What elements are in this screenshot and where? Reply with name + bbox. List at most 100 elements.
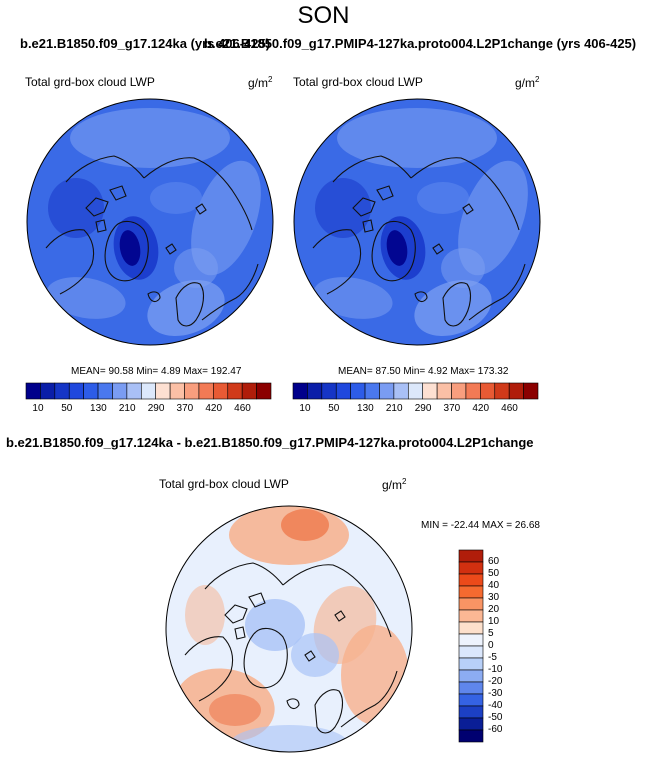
- left-colorbar-box: [227, 382, 243, 400]
- diff-colorbar-box: [458, 549, 484, 563]
- right-colorbar-label: 370: [443, 403, 461, 414]
- diff-colorbar-box: [458, 621, 484, 635]
- coastline: [352, 185, 394, 233]
- left-colorbar-box: [83, 382, 99, 400]
- diff-colorbar-box: [458, 681, 484, 695]
- right-colorbar-label: 420: [472, 403, 490, 414]
- right-colorbar: [292, 382, 539, 400]
- right-colorbar-label: 210: [385, 403, 403, 414]
- diff-colorbar-label: -60: [488, 724, 503, 735]
- left-colorbar-box: [112, 382, 128, 400]
- coastline: [204, 562, 284, 590]
- coastline: [184, 636, 234, 702]
- left-colorbar-label: 210: [118, 403, 136, 414]
- diff-colorbar-label: 40: [488, 580, 500, 591]
- left-stats: MEAN= 90.58 Min= 4.89 Max= 192.47: [71, 366, 242, 377]
- diff-stats: MIN = -22.44 MAX = 26.68: [421, 520, 540, 531]
- right-colorbar-box: [508, 382, 524, 400]
- coastline: [410, 157, 520, 231]
- right-colorbar-box: [465, 382, 481, 400]
- diff-colorbar-label: 10: [488, 616, 500, 627]
- diff-colorbar-label: 60: [488, 556, 500, 567]
- diff-colorbar-label: -50: [488, 712, 503, 723]
- coastline: [224, 592, 266, 640]
- left-colorbar-label: 460: [234, 403, 251, 414]
- right-colorbar-label: 290: [414, 403, 432, 414]
- left-variable-title: Total grd-box cloud LWP: [25, 75, 155, 89]
- left-colorbar-box: [155, 382, 171, 400]
- left-colorbar-label: 290: [147, 403, 165, 414]
- diff-colorbar: [458, 549, 484, 743]
- left-map-border: [26, 98, 274, 346]
- left-colorbar-box: [25, 382, 41, 400]
- coastline: [282, 564, 392, 638]
- coastline: [312, 229, 362, 295]
- diff-colorbar-box: [458, 669, 484, 683]
- right-colorbar-box: [436, 382, 452, 400]
- left-map-body: [27, 99, 273, 345]
- case-title-left: b.e21.B1850.f09_g17.124ka (yrs 406-425): [20, 36, 271, 51]
- diff-colorbar-box: [458, 573, 484, 587]
- right-colorbar-label: 50: [328, 403, 340, 414]
- coastline: [165, 203, 207, 255]
- right-units-exp: 2: [535, 75, 540, 84]
- right-colorbar-box: [379, 382, 395, 400]
- coastline: [201, 263, 259, 321]
- coastline: [147, 291, 161, 303]
- right-colorbar-box: [480, 382, 496, 400]
- right-colorbar-box: [292, 382, 308, 400]
- diff-colorbar-label: 5: [488, 628, 494, 639]
- right-map-border: [293, 98, 541, 346]
- left-colorbar-box: [140, 382, 157, 400]
- left-colorbar-box: [198, 382, 214, 400]
- right-colorbar-box: [350, 382, 366, 400]
- left-colorbar-label: 50: [61, 403, 73, 414]
- left-colorbar-label: 130: [90, 403, 107, 414]
- diff-polar-map: [165, 505, 413, 753]
- diff-colorbar-box: [458, 597, 484, 611]
- diff-colorbar-box: [458, 693, 484, 707]
- left-colorbar-box: [184, 382, 200, 400]
- coastline: [414, 291, 428, 303]
- diff-colorbar-label: 30: [488, 592, 500, 603]
- diff-units-base: g/m: [382, 478, 403, 492]
- coastline: [432, 203, 474, 255]
- left-colorbar-box: [213, 382, 229, 400]
- right-colorbar-box: [523, 382, 539, 400]
- left-colorbar-label: 370: [176, 403, 194, 414]
- left-colorbar-box: [68, 382, 84, 400]
- right-colorbar-label: 10: [299, 403, 311, 414]
- left-colorbar-box: [54, 382, 70, 400]
- right-colorbar-box: [335, 382, 351, 400]
- diff-colorbar-label: -10: [488, 664, 503, 675]
- left-colorbar-box: [97, 382, 113, 400]
- right-colorbar-box: [393, 382, 409, 400]
- coastline: [314, 689, 344, 734]
- diff-colorbar-box: [458, 585, 484, 599]
- left-polar-map: [26, 98, 274, 346]
- left-colorbar-box: [40, 382, 56, 400]
- diff-colorbar-label: -30: [488, 688, 503, 699]
- diff-colorbar-box: [458, 561, 484, 575]
- diff-units-exp: 2: [402, 477, 407, 486]
- right-colorbar-box: [494, 382, 510, 400]
- right-colorbar-box: [364, 382, 380, 400]
- coastline: [468, 263, 526, 321]
- left-colorbar: [25, 382, 272, 400]
- left-units-exp: 2: [268, 75, 273, 84]
- left-colorbar-box: [241, 382, 257, 400]
- diff-colorbar-label: 50: [488, 568, 500, 579]
- diff-colorbar-labels: 60 50 40 30 20 10 5 0 -5 -10 -20 -30 -40 -50 -60: [488, 550, 528, 742]
- right-colorbar-box: [451, 382, 467, 400]
- coastline: [442, 282, 472, 327]
- diff-colorbar-box: [458, 657, 484, 671]
- case-title-right: b.e21.B1850.f09_g17.PMIP4-127ka.proto004…: [204, 36, 637, 51]
- diff-colorbar-label: -5: [488, 652, 497, 663]
- season-title: SON: [297, 2, 350, 29]
- right-colorbar-labels: 10 50 130 210 290 370 420 460: [293, 403, 538, 417]
- left-colorbar-label: 420: [205, 403, 223, 414]
- coastline: [243, 627, 288, 689]
- diff-colorbar-label: 0: [488, 640, 494, 651]
- right-colorbar-label: 130: [357, 403, 374, 414]
- diff-units: g/m2: [382, 477, 406, 492]
